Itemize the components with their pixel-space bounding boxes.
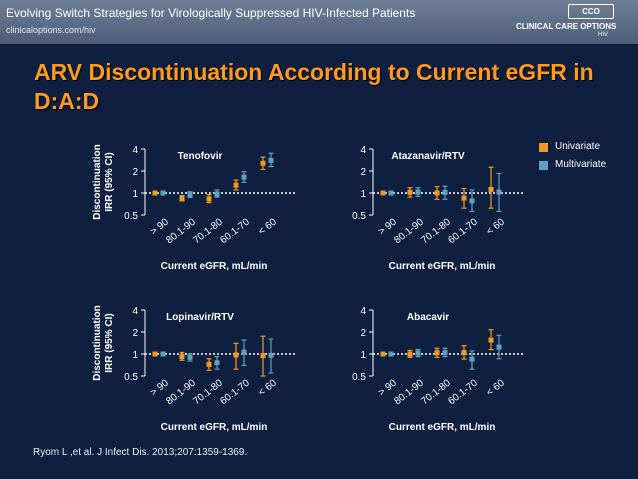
data-point: [160, 351, 166, 357]
y-tick-label: 1: [132, 189, 138, 200]
legend-label-univariate: Univariate: [555, 141, 601, 152]
y-tick-label: 2: [132, 167, 138, 178]
data-point: [388, 351, 394, 357]
x-axis-label: Current eGFR, mL/min: [389, 422, 496, 433]
legend-swatch-multivariate: [539, 161, 548, 170]
x-tick-label: 80.1-90: [164, 377, 198, 407]
y-tick-label: 1: [360, 189, 366, 200]
y-tick-label: 0.5: [124, 211, 138, 222]
data-point: [152, 351, 158, 357]
header-url[interactable]: clinicaloptions.com/hiv: [6, 25, 96, 35]
brand-name: CLINICAL CARE OPTIONS: [516, 22, 617, 31]
data-point: [241, 349, 247, 355]
data-point: [407, 351, 413, 357]
data-point: [206, 196, 212, 202]
y-tick-label: 4: [132, 145, 138, 156]
data-point: [415, 350, 421, 356]
header-title: Evolving Switch Strategies for Virologic…: [6, 6, 416, 20]
data-point: [268, 157, 274, 163]
panel-title: Atazanavir/RTV: [391, 151, 465, 162]
x-tick-label: 70.1-80: [191, 216, 225, 246]
data-point: [233, 352, 239, 358]
x-tick-label: 80.1-90: [392, 216, 426, 246]
x-axis-label: Current eGFR, mL/min: [161, 261, 268, 272]
data-point: [380, 351, 386, 357]
data-point: [442, 189, 448, 195]
y-tick-label: 0.5: [124, 372, 138, 383]
data-point: [434, 350, 440, 356]
data-point: [469, 198, 475, 204]
x-tick-label: < 60: [485, 216, 508, 237]
data-point: [388, 190, 394, 196]
brand-logo-badge: CCO: [568, 4, 614, 19]
data-point: [179, 354, 185, 360]
x-tick-label: 70.1-80: [419, 377, 453, 407]
data-point: [260, 353, 266, 359]
data-point: [241, 174, 247, 180]
data-point: [187, 354, 193, 360]
citation: Ryom L ,et al. J Infect Dis. 2013;207:13…: [33, 447, 248, 458]
x-tick-label: 60.1-70: [218, 377, 252, 407]
panel-title: Abacavir: [407, 312, 449, 323]
panel-title: Lopinavir/RTV: [166, 312, 234, 323]
data-point: [214, 191, 220, 197]
data-point: [488, 337, 494, 343]
brand-sub: HIV: [598, 32, 609, 38]
data-point: [469, 356, 475, 362]
data-point: [415, 189, 421, 195]
x-tick-label: < 60: [485, 377, 508, 398]
data-point: [233, 182, 239, 188]
panel-title: Tenofovir: [178, 151, 223, 162]
data-point: [179, 196, 185, 202]
x-tick-label: 80.1-90: [392, 377, 426, 407]
legend-label-multivariate: Multivariate: [555, 159, 607, 170]
y-tick-label: 4: [360, 145, 366, 156]
data-point: [496, 189, 502, 195]
data-point: [461, 195, 467, 201]
x-tick-label: 80.1-90: [164, 216, 198, 246]
y-axis-label: DiscontinuationIRR (95% CI): [92, 144, 115, 220]
y-tick-label: 4: [132, 306, 138, 317]
y-tick-label: 0.5: [352, 372, 366, 383]
y-tick-label: 0.5: [352, 211, 366, 222]
data-point: [380, 190, 386, 196]
y-tick-label: 1: [360, 350, 366, 361]
data-point: [260, 160, 266, 166]
data-point: [442, 350, 448, 356]
data-point: [152, 190, 158, 196]
data-point: [434, 190, 440, 196]
slide-title: ARV Discontinuation According to Current…: [34, 59, 594, 114]
y-tick-label: 2: [360, 328, 366, 339]
y-tick-label: 2: [132, 328, 138, 339]
header-bar: Evolving Switch Strategies for Virologic…: [0, 0, 638, 44]
data-point: [461, 349, 467, 355]
y-tick-label: 2: [360, 167, 366, 178]
data-point: [268, 352, 274, 358]
x-tick-label: 60.1-70: [446, 377, 480, 407]
legend-swatch-univariate: [539, 143, 548, 152]
data-point: [187, 192, 193, 198]
x-tick-label: 60.1-70: [218, 216, 252, 246]
data-point: [160, 190, 166, 196]
x-tick-label: 70.1-80: [191, 377, 225, 407]
y-tick-label: 4: [360, 306, 366, 317]
x-axis-label: Current eGFR, mL/min: [161, 422, 268, 433]
x-tick-label: < 60: [257, 377, 280, 398]
x-tick-label: 60.1-70: [446, 216, 480, 246]
data-point: [407, 189, 413, 195]
y-axis-label: DiscontinuationIRR (95% CI): [92, 305, 115, 381]
y-tick-label: 1: [132, 350, 138, 361]
x-tick-label: 70.1-80: [419, 216, 453, 246]
x-tick-label: < 60: [257, 216, 280, 237]
data-point: [206, 361, 212, 367]
data-point: [214, 360, 220, 366]
data-point: [496, 344, 502, 350]
x-axis-label: Current eGFR, mL/min: [389, 261, 496, 272]
data-point: [488, 186, 494, 192]
